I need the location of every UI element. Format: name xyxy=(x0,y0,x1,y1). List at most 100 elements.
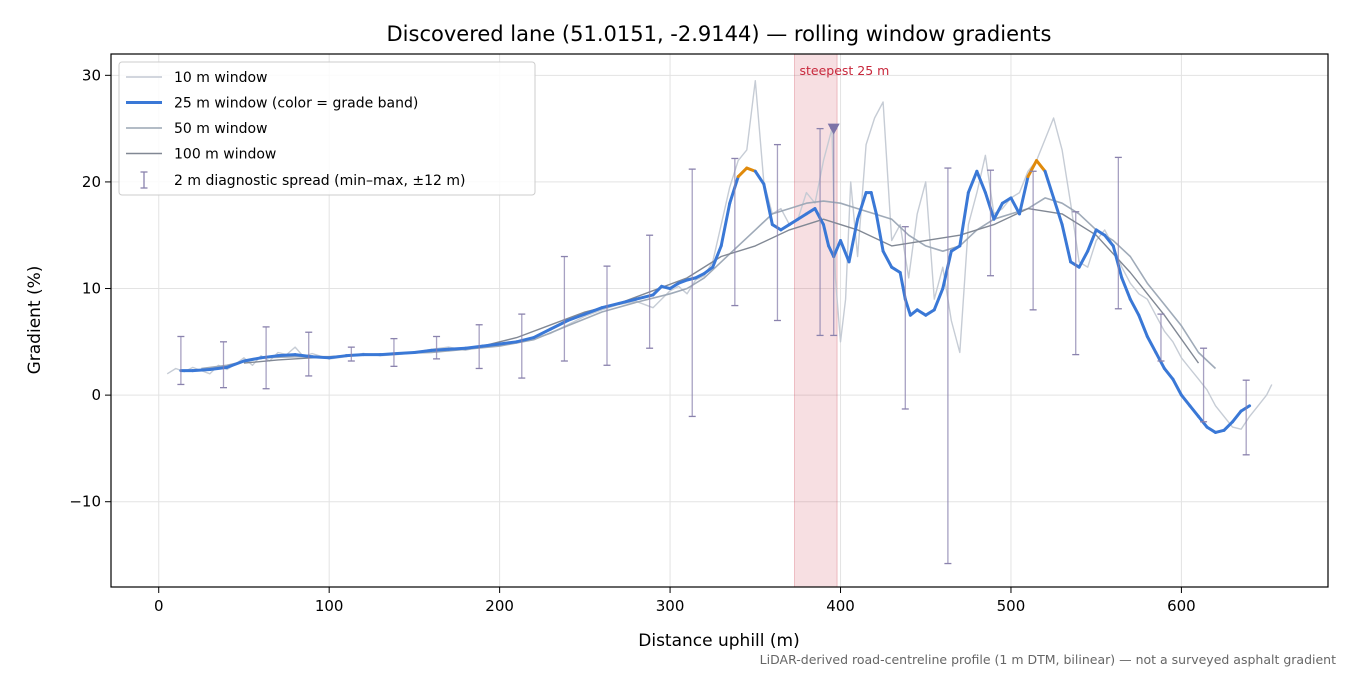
series-25m-segment xyxy=(191,368,212,373)
series-25m-segment xyxy=(966,169,979,195)
series-25m-segment xyxy=(832,239,843,259)
series-25m-segment xyxy=(1026,159,1039,179)
y-tick-label: −10 xyxy=(69,493,101,511)
series-25m-segment xyxy=(429,347,450,352)
y-tick-label: 0 xyxy=(91,386,101,404)
series-25m-segment xyxy=(464,344,485,350)
series-25m-segment xyxy=(1120,276,1132,301)
series-25m-segment xyxy=(958,191,970,248)
tick-layer: 0 100 200 300 400 500 600 −10 0 10 20 30 xyxy=(69,66,1195,615)
series-25m-segment xyxy=(1128,297,1141,317)
series-25m-segment xyxy=(1179,393,1192,408)
series-25m-segment xyxy=(1077,249,1090,269)
series-25m-segment xyxy=(1137,313,1149,338)
series-25m-segment xyxy=(813,207,825,227)
series-25m-segment xyxy=(1239,404,1252,413)
series-25m-segment xyxy=(1145,334,1158,354)
series-25m-segment xyxy=(745,166,757,173)
series-25m-segment xyxy=(600,301,621,310)
series-25m-segment xyxy=(796,212,808,221)
x-tick-label: 300 xyxy=(656,597,685,615)
series-25m-segment xyxy=(1205,425,1218,434)
series-25m-segment xyxy=(821,223,831,248)
series-25m-segment xyxy=(412,348,433,354)
plot-frame xyxy=(110,53,1329,588)
footnote: LiDAR-derived road-centreline profile (1… xyxy=(760,652,1336,667)
series-25m-segment xyxy=(874,212,885,253)
annotation-layer: steepest 25 m xyxy=(799,63,889,135)
series-25m-segment xyxy=(259,354,280,360)
series-25m-segment xyxy=(446,346,468,351)
series-25m-segment xyxy=(770,223,783,232)
series-line-100-m-window xyxy=(243,207,1200,364)
x-tick-label: 500 xyxy=(997,597,1026,615)
series-25m-segment xyxy=(1000,196,1013,205)
series-25m-segment xyxy=(1188,404,1200,418)
steepest-segment-band xyxy=(793,53,838,588)
series-25m-segment xyxy=(869,191,878,216)
series-25m-segment xyxy=(1035,159,1047,173)
series-25m-segment xyxy=(1171,377,1183,397)
series-25m-segment xyxy=(344,353,365,358)
series-25m-segment xyxy=(515,336,536,344)
series-25m-segment xyxy=(847,217,860,264)
series-25m-segment xyxy=(651,284,664,297)
legend: 10 m window 25 m window (color = grade ba… xyxy=(118,61,536,196)
series-25m-segment xyxy=(1009,196,1021,216)
series-25m-segment xyxy=(378,352,399,357)
series-25m-segment xyxy=(532,327,553,340)
series-25m-segment xyxy=(856,191,868,221)
series-25m-segment xyxy=(975,169,987,195)
series-25m-segment xyxy=(728,175,740,205)
legend-box xyxy=(118,61,536,196)
series-25m-segment xyxy=(702,265,715,276)
legend-label: 100 m window xyxy=(174,147,276,163)
legend-label: 25 m window (color = grade band) xyxy=(174,96,418,112)
series-25m-segment xyxy=(992,201,1004,221)
series-line-50-m-window xyxy=(201,197,1217,370)
series-25m-segment xyxy=(736,166,749,179)
x-axis-label: Distance uphill (m) xyxy=(638,631,799,651)
series-25m-segment xyxy=(890,265,902,275)
series-25m-segment xyxy=(983,191,996,221)
legend-label: 50 m window xyxy=(174,121,267,137)
series-25m-segment xyxy=(924,308,936,317)
series-25m-segment xyxy=(1111,244,1124,280)
x-tick-label: 200 xyxy=(485,597,514,615)
series-25m-segment xyxy=(310,355,331,360)
series-25m-segment xyxy=(1094,228,1107,237)
x-tick-label: 100 xyxy=(315,597,344,615)
series-25m-segment xyxy=(753,169,766,186)
chart-title: Discovered lane (51.0151, -2.9144) — rol… xyxy=(387,22,1052,46)
series-25m-segment xyxy=(804,207,817,216)
series-25m-segment xyxy=(787,217,800,227)
series-25m-segment xyxy=(779,223,791,232)
series-25m-segment xyxy=(694,272,706,280)
series-25m-segment xyxy=(839,239,851,264)
series-25m-segment xyxy=(208,365,229,372)
series-25m-segment xyxy=(1052,196,1064,227)
x-tick-label: 600 xyxy=(1167,597,1196,615)
series-25m-segment xyxy=(941,249,953,291)
legend-label: 2 m diagnostic spread (min–max, ±12 m) xyxy=(174,173,465,189)
series-25m-segment xyxy=(1222,420,1235,432)
series-layer xyxy=(166,80,1273,434)
series-25m-segment xyxy=(898,271,907,301)
series-25m-segment xyxy=(711,244,723,269)
series-25m-segment xyxy=(677,278,689,285)
series-25m-segment xyxy=(566,312,587,322)
series-25m-segment xyxy=(1231,409,1243,424)
series-25m-segment xyxy=(242,356,263,363)
series-25m-segment xyxy=(949,244,962,253)
series-25m-segment xyxy=(225,359,246,369)
series-25m-segment xyxy=(293,353,314,359)
series-25m-segment xyxy=(915,308,928,317)
series-25m-segment xyxy=(327,354,348,360)
series-25m-segment xyxy=(881,249,894,269)
series-25m-segment xyxy=(1162,366,1175,381)
series-25m-segment xyxy=(583,306,604,316)
series-25m-segment xyxy=(1069,260,1081,269)
y-tick-label: 30 xyxy=(82,66,101,84)
legend-label: 10 m window xyxy=(174,70,267,86)
series-25m-segment xyxy=(276,353,297,358)
